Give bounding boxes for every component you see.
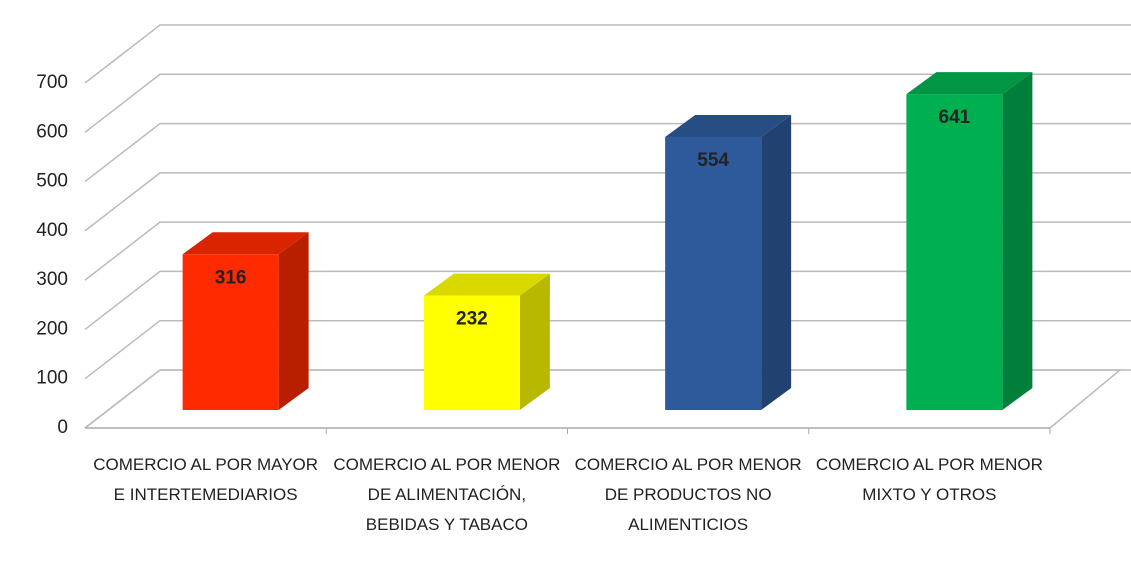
- bar-top: [182, 232, 309, 255]
- data-label: 554: [697, 150, 729, 171]
- grid-line: [84, 24, 1131, 84]
- bar-side: [519, 273, 550, 410]
- data-label: 232: [456, 309, 488, 330]
- data-label: 641: [939, 107, 971, 128]
- y-tick-label: 0: [57, 417, 68, 438]
- bar: [665, 136, 762, 410]
- x-tick-label: COMERCIO AL POR MENOR MIXTO Y OTROS: [815, 455, 1043, 504]
- bar-side: [278, 232, 309, 410]
- y-tick-label: 500: [36, 171, 68, 192]
- grid-line: [84, 319, 1131, 380]
- grid-line: [84, 172, 1131, 232]
- y-tick-label: 600: [36, 121, 68, 142]
- x-tick-label: COMERCIO AL POR MAYOR E INTERTEMEDIARIOS: [93, 455, 319, 504]
- grid-line: [84, 122, 1131, 183]
- bar: [182, 254, 279, 410]
- x-tick-label: COMERCIO AL POR MENOR DE PRODUCTOS NO AL…: [574, 455, 802, 534]
- bar-side: [761, 114, 792, 410]
- bar-top: [906, 72, 1033, 95]
- y-tick-label: 100: [36, 368, 68, 389]
- grid-line: [84, 221, 1131, 281]
- y-tick-label: 200: [36, 318, 68, 339]
- grid-line: [84, 270, 1131, 331]
- bar-top: [423, 273, 550, 296]
- data-label: 316: [215, 267, 247, 288]
- x-tick-label: COMERCIO AL POR MENOR DE ALIMENTACIÓN, B…: [333, 455, 561, 534]
- grid-line: [84, 369, 1131, 429]
- y-tick-label: 700: [36, 72, 68, 93]
- bar-top: [665, 114, 792, 137]
- y-tick-label: 400: [36, 220, 68, 241]
- grid-line: [84, 73, 1131, 133]
- y-tick-label: 300: [36, 269, 68, 290]
- bar: [906, 94, 1003, 410]
- bar-side: [1002, 72, 1033, 410]
- bar: [423, 295, 520, 410]
